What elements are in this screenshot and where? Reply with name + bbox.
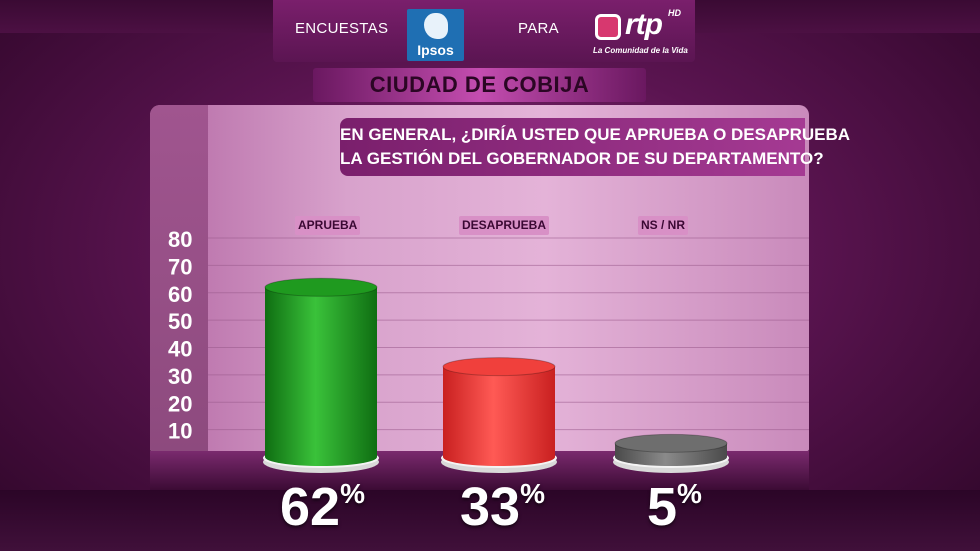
rtp-logo: rtp HD La Comunidad de la Vida <box>592 8 696 58</box>
y-tick-label: 20 <box>168 391 192 416</box>
value-label-desaprueba: 33% <box>460 477 545 537</box>
category-label-nsnr: NS / NR <box>638 216 689 235</box>
bar-aprueba <box>263 277 379 473</box>
bottom-band <box>0 490 980 551</box>
ipsos-logo: Ipsos <box>407 9 464 61</box>
rtp-hd-label: HD <box>668 8 681 18</box>
question-line-2: LA GESTIÓN DEL GOBERNADOR DE SU DEPARTAM… <box>340 149 824 168</box>
y-tick-label: 70 <box>168 254 192 279</box>
y-tick-label: 10 <box>168 419 192 444</box>
category-label-aprueba: APRUEBA <box>295 216 361 235</box>
bar-desaprueba <box>441 357 557 473</box>
y-axis-panel <box>150 105 208 451</box>
ipsos-head-icon <box>424 13 448 39</box>
question-line-1: EN GENERAL, ¿DIRÍA USTED QUE APRUEBA O D… <box>340 125 851 144</box>
rtp-grid-icon <box>595 14 621 40</box>
bar-nsnr <box>613 433 729 473</box>
rtp-tagline: La Comunidad de la Vida <box>593 46 688 55</box>
y-tick-label: 60 <box>168 282 192 307</box>
y-tick-label: 80 <box>168 227 192 252</box>
y-tick-label: 30 <box>168 364 192 389</box>
question-box: EN GENERAL, ¿DIRÍA USTED QUE APRUEBA O D… <box>340 118 851 176</box>
ipsos-logo-text: Ipsos <box>417 42 454 58</box>
y-tick-label: 50 <box>168 309 192 334</box>
header-left-text: ENCUESTAS <box>295 20 389 37</box>
city-title: CIUDAD DE COBIJA <box>313 68 646 102</box>
value-label-aprueba: 62% <box>280 477 365 537</box>
rtp-logo-text: rtp <box>625 8 663 41</box>
header-banner <box>273 0 695 62</box>
header-middle-text: PARA <box>518 20 559 37</box>
category-label-desaprueba: DESAPRUEBA <box>459 216 550 235</box>
y-tick-label: 40 <box>168 337 192 362</box>
value-label-nsnr: 5% <box>647 477 702 537</box>
